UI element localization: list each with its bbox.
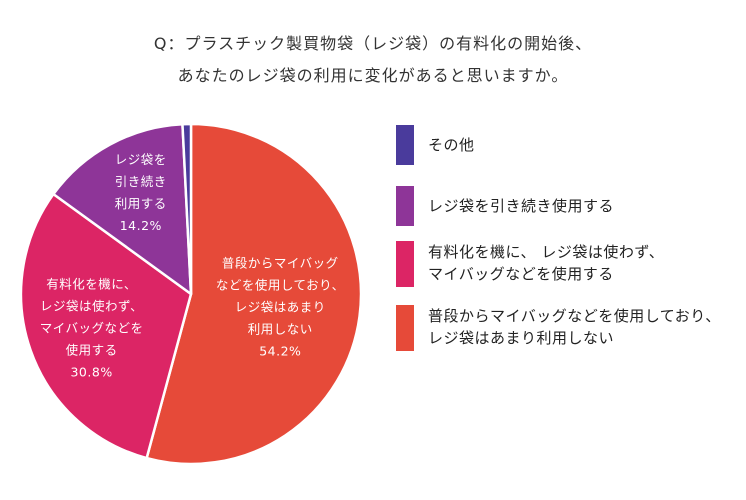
legend-swatch [396, 125, 414, 165]
slice-text-label: 利用しない [248, 321, 313, 336]
slice-text-label: 使用する [66, 343, 118, 358]
slice-value-label: 54.2% [259, 343, 301, 358]
slice-text-label: レジ袋は使わず、 [40, 299, 143, 314]
slice-label-1: 普段からマイバッグなどを使用しており、レジ袋はあまり利用しない 54.2% [216, 255, 345, 358]
slice-label-2: 有料化を機に、レジ袋は使わず、マイバッグなどを使用する 30.8% [40, 277, 144, 380]
slice-value-label: 30.8% [70, 365, 112, 380]
slice-text-label: 普段からマイバッグ [222, 255, 339, 270]
legend-label: 普段からマイバッグなどを使用しており、 レジ袋はあまり利用しない [428, 305, 721, 349]
slice-text-label: レジ袋はあまり [235, 299, 326, 314]
legend-label-line: レジ袋を引き続き使用する [428, 197, 615, 215]
legend-label-line: レジ袋はあまり利用しない [428, 329, 615, 347]
legend-label-line: 有料化を機に、 レジ袋は使わず、 [428, 243, 665, 261]
legend-label: 有料化を機に、 レジ袋は使わず、 マイバッグなどを使用する [428, 241, 664, 285]
legend-label: その他 [428, 134, 475, 156]
slice-text-label: 利用する [115, 196, 167, 211]
pie-slice-4 [181, 122, 193, 296]
chart-title-line-2: あなたのレジ袋の利用に変化があると思いますか。 [177, 66, 569, 85]
legend-label-line: マイバッグなどを使用する [428, 265, 614, 283]
pie-slice-1 [145, 122, 363, 466]
slice-text-label: 有料化を機に、 [46, 277, 137, 292]
pie-slice-2 [19, 192, 193, 460]
slice-text-label: 引き続き [115, 174, 167, 189]
slice-text-label: レジ袋を [115, 152, 167, 167]
slice-text-label: などを使用しており、 [216, 277, 345, 292]
pie-slice-3 [52, 122, 193, 296]
slice-value-label: 14.2% [120, 218, 162, 233]
slice-text-label: マイバッグなどを [40, 321, 144, 336]
legend-swatch [396, 305, 414, 351]
legend-label-line: 普段からマイバッグなどを使用しており、 [428, 307, 721, 325]
legend-swatch [396, 241, 414, 287]
legend-label: レジ袋を引き続き使用する [428, 195, 614, 217]
chart-title-line-1: Q：プラスチック製買物袋（レジ袋）の有料化の開始後、 [153, 34, 593, 53]
legend-swatch [396, 186, 414, 226]
legend-label-line: その他 [428, 136, 475, 154]
